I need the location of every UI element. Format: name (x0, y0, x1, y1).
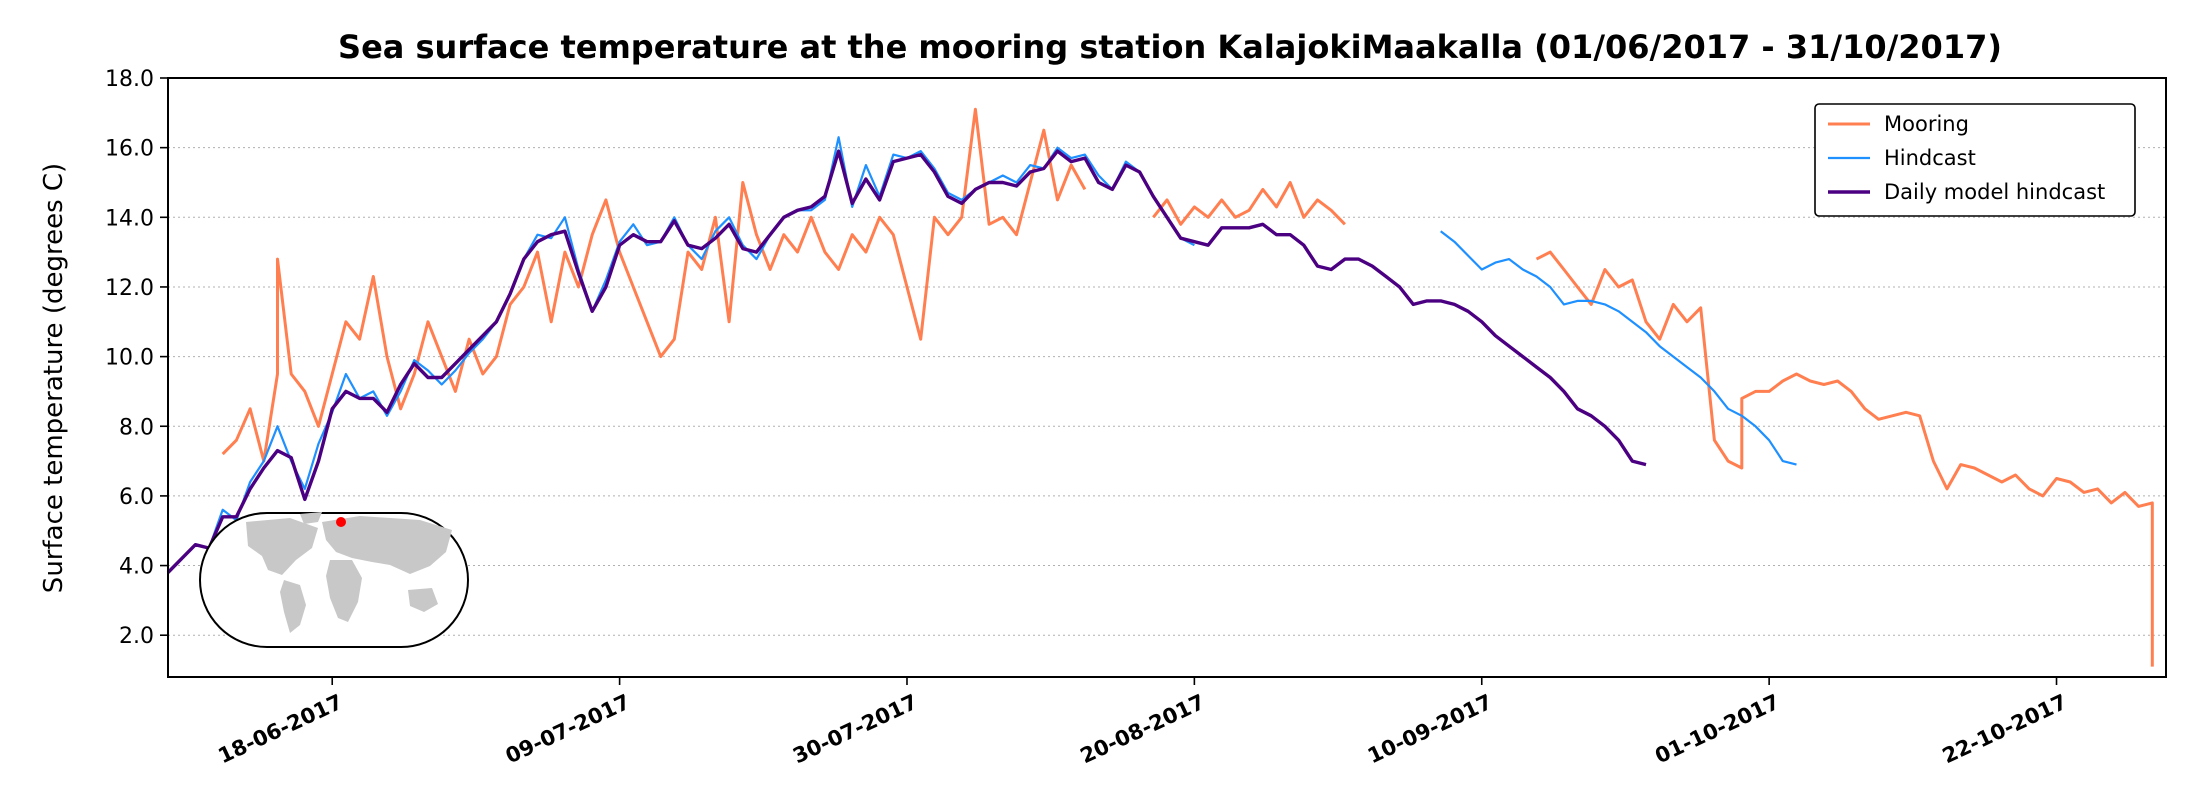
series-line (1535, 250, 2154, 667)
y-tick-label: 6.0 (119, 485, 154, 510)
series-line (167, 136, 1195, 574)
y-tick-label: 2.0 (119, 624, 154, 649)
x-axis-ticks: 18-06-2017 09-07-2017 30-07-2017 20-08-2017… (214, 677, 2071, 769)
legend-label: Hindcast (1884, 146, 1976, 170)
legend-label: Mooring (1884, 112, 1969, 136)
series-line (221, 107, 1087, 463)
legend-box (1814, 103, 2136, 217)
chart-title: Sea surface temperature at the mooring s… (338, 28, 2002, 66)
series-line (1152, 181, 1346, 226)
world-landmass-icon (246, 512, 452, 633)
legend: Mooring Hindcast Daily model hindcast (1814, 103, 2136, 217)
series-daily-model-hindcast (166, 149, 1647, 574)
x-tick-label: 20-08-2017 (1077, 690, 1209, 769)
y-tick-label: 12.0 (105, 276, 154, 301)
plot-frame (167, 77, 2167, 678)
x-tick-label: 09-07-2017 (502, 690, 634, 769)
x-tick-label: 18-06-2017 (214, 690, 346, 769)
x-tick-label: 30-07-2017 (789, 690, 921, 769)
y-tick-label: 10.0 (105, 346, 154, 371)
y-tick-label: 14.0 (105, 206, 154, 231)
y-axis-label: Surface temperature (degrees C) (39, 163, 69, 593)
series-hindcast (167, 136, 1797, 574)
y-tick-label: 8.0 (119, 415, 154, 440)
x-tick-label: 10-09-2017 (1364, 690, 1496, 769)
series-layer (166, 107, 2154, 667)
x-tick-label: 22-10-2017 (1939, 690, 2071, 769)
y-tick-label: 4.0 (119, 555, 154, 580)
legend-label: Daily model hindcast (1884, 180, 2105, 204)
series-line (166, 149, 1647, 574)
y-axis-ticks: 2.0 4.0 6.0 8.0 10.0 12.0 14.0 16.0 18.0 (105, 67, 168, 649)
series-line (1440, 230, 1797, 466)
x-tick-label: 01-10-2017 (1651, 690, 1783, 769)
inset-map (199, 512, 469, 648)
series-mooring (221, 107, 2154, 667)
y-tick-label: 18.0 (105, 67, 154, 92)
station-location-marker (336, 517, 346, 527)
y-tick-label: 16.0 (105, 137, 154, 162)
